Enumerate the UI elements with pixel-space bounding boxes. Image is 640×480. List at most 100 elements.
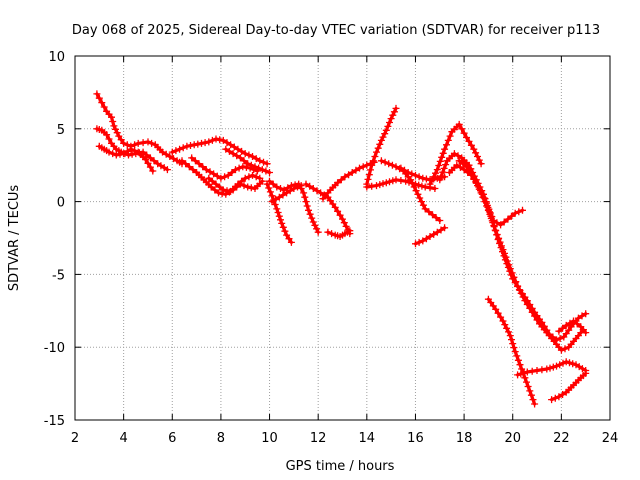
data-point bbox=[436, 157, 444, 165]
chart-title: Day 068 of 2025, Sidereal Day-to-day VTE… bbox=[72, 23, 600, 38]
data-point bbox=[290, 185, 298, 192]
data-point bbox=[477, 160, 485, 168]
data-point bbox=[455, 120, 463, 128]
data-point bbox=[474, 182, 481, 190]
data-point bbox=[265, 184, 273, 192]
data-point bbox=[313, 225, 321, 233]
data-point bbox=[142, 155, 149, 163]
data-point bbox=[341, 173, 349, 181]
data-point bbox=[508, 269, 516, 277]
data-point bbox=[433, 228, 441, 236]
data-point bbox=[279, 191, 287, 199]
data-point bbox=[519, 206, 526, 214]
data-point bbox=[397, 164, 405, 172]
data-point bbox=[334, 207, 342, 215]
data-point bbox=[521, 297, 529, 305]
data-point bbox=[562, 321, 570, 329]
data-point bbox=[523, 368, 531, 376]
data-point bbox=[474, 153, 481, 160]
data-point bbox=[314, 228, 322, 236]
data-point bbox=[388, 161, 396, 169]
data-point bbox=[415, 181, 423, 189]
series-track-13 bbox=[324, 227, 354, 240]
data-point bbox=[228, 169, 236, 176]
data-point bbox=[505, 261, 513, 269]
data-point bbox=[352, 166, 360, 174]
data-point bbox=[219, 186, 227, 194]
data-point bbox=[208, 136, 216, 144]
data-point bbox=[345, 171, 353, 179]
data-point bbox=[498, 242, 505, 250]
data-point bbox=[109, 118, 117, 125]
data-point bbox=[412, 240, 419, 248]
data-point bbox=[386, 119, 393, 126]
data-point bbox=[432, 169, 439, 177]
data-point bbox=[389, 177, 397, 185]
data-point bbox=[484, 206, 492, 214]
data-point bbox=[176, 145, 184, 153]
data-point bbox=[477, 189, 485, 197]
data-point bbox=[433, 166, 441, 174]
data-point bbox=[533, 316, 541, 324]
data-point bbox=[249, 171, 256, 179]
data-point bbox=[376, 181, 384, 189]
data-point bbox=[402, 177, 410, 185]
series-track-18 bbox=[397, 164, 449, 184]
data-point bbox=[301, 193, 309, 201]
data-point bbox=[425, 208, 433, 216]
data-point bbox=[531, 400, 539, 408]
data-point bbox=[127, 145, 135, 153]
data-point bbox=[234, 180, 242, 188]
data-point bbox=[582, 369, 590, 377]
data-point bbox=[255, 164, 263, 172]
data-point bbox=[490, 223, 498, 231]
data-point bbox=[443, 141, 450, 149]
data-point bbox=[369, 157, 377, 165]
data-point bbox=[348, 169, 356, 176]
data-point bbox=[516, 361, 524, 369]
data-point bbox=[277, 185, 284, 192]
data-point bbox=[125, 151, 132, 159]
x-tick-label: 20 bbox=[504, 431, 521, 446]
data-point bbox=[260, 158, 267, 166]
data-point bbox=[436, 176, 444, 184]
data-point bbox=[223, 187, 231, 195]
data-point bbox=[212, 135, 220, 143]
data-point bbox=[305, 206, 312, 214]
data-point bbox=[382, 179, 390, 187]
data-point bbox=[211, 186, 219, 194]
data-point bbox=[221, 173, 229, 181]
data-point bbox=[503, 257, 511, 265]
data-point bbox=[526, 304, 534, 312]
data-point bbox=[385, 160, 393, 168]
data-point bbox=[245, 173, 253, 181]
data-point bbox=[232, 166, 239, 174]
data-point bbox=[561, 345, 569, 353]
data-point bbox=[528, 308, 536, 316]
data-point bbox=[198, 139, 205, 147]
data-point bbox=[256, 157, 264, 165]
data-point bbox=[381, 130, 389, 138]
data-point bbox=[172, 147, 180, 155]
data-point bbox=[470, 174, 478, 182]
data-point bbox=[339, 215, 346, 223]
x-tick-label: 14 bbox=[359, 431, 376, 446]
data-point bbox=[98, 99, 106, 107]
data-point bbox=[465, 167, 473, 174]
data-point bbox=[179, 144, 187, 152]
series-track-23 bbox=[455, 157, 587, 354]
data-point bbox=[492, 227, 500, 235]
data-point bbox=[450, 150, 458, 158]
data-point bbox=[123, 141, 131, 149]
data-point bbox=[364, 175, 372, 183]
data-point bbox=[392, 176, 400, 184]
data-point bbox=[143, 151, 151, 159]
series-track-20 bbox=[426, 120, 485, 188]
data-point bbox=[470, 145, 478, 153]
data-point bbox=[390, 108, 398, 116]
data-point bbox=[240, 157, 248, 165]
data-point bbox=[234, 145, 242, 153]
data-point bbox=[128, 150, 136, 158]
